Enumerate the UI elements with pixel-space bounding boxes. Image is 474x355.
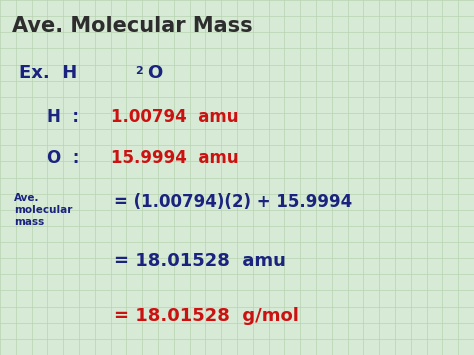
Text: O  :: O : bbox=[47, 149, 80, 167]
Text: Ave.
molecular
mass: Ave. molecular mass bbox=[14, 193, 73, 227]
Text: 2: 2 bbox=[135, 66, 143, 76]
Text: H  :: H : bbox=[47, 108, 80, 126]
Text: Ex.  H: Ex. H bbox=[19, 64, 77, 82]
Text: Ave. Molecular Mass: Ave. Molecular Mass bbox=[12, 16, 253, 36]
Text: = 18.01528  g/mol: = 18.01528 g/mol bbox=[114, 307, 299, 325]
Text: = 18.01528  amu: = 18.01528 amu bbox=[114, 252, 286, 270]
Text: = (1.00794)(2) + 15.9994: = (1.00794)(2) + 15.9994 bbox=[114, 193, 352, 212]
Text: 1.00794  amu: 1.00794 amu bbox=[111, 108, 239, 126]
Text: O: O bbox=[147, 64, 162, 82]
Text: 15.9994  amu: 15.9994 amu bbox=[111, 149, 239, 167]
